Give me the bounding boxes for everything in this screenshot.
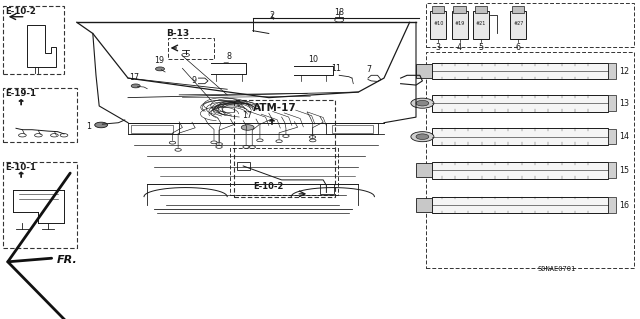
Polygon shape xyxy=(431,11,447,39)
Text: 4: 4 xyxy=(457,43,462,52)
Text: E-10-2: E-10-2 xyxy=(253,182,284,191)
Polygon shape xyxy=(513,5,525,12)
Circle shape xyxy=(249,146,255,149)
Circle shape xyxy=(241,125,254,130)
Circle shape xyxy=(257,139,263,142)
Polygon shape xyxy=(416,163,432,177)
Text: SDNAE0701: SDNAE0701 xyxy=(538,266,576,272)
Text: 5: 5 xyxy=(479,43,484,52)
Polygon shape xyxy=(432,63,608,79)
Circle shape xyxy=(175,148,181,151)
Circle shape xyxy=(156,67,164,71)
Circle shape xyxy=(216,145,222,148)
Text: 16: 16 xyxy=(620,201,630,210)
Polygon shape xyxy=(416,198,432,212)
Circle shape xyxy=(416,100,429,106)
Circle shape xyxy=(283,135,289,137)
Polygon shape xyxy=(608,95,616,111)
Text: 3: 3 xyxy=(436,43,441,52)
Polygon shape xyxy=(608,162,616,178)
Text: E-19-1: E-19-1 xyxy=(5,89,36,98)
Text: FR.: FR. xyxy=(56,255,77,265)
Polygon shape xyxy=(608,129,616,145)
Text: 17: 17 xyxy=(129,73,140,82)
Text: 18: 18 xyxy=(334,8,344,17)
Text: 11: 11 xyxy=(331,64,341,73)
Text: ATM-17: ATM-17 xyxy=(253,103,297,113)
Text: 8: 8 xyxy=(227,52,232,61)
Text: 12: 12 xyxy=(620,67,630,76)
Circle shape xyxy=(309,136,316,138)
Circle shape xyxy=(411,98,434,108)
Circle shape xyxy=(131,84,140,88)
Circle shape xyxy=(411,132,434,142)
Text: E-10-2: E-10-2 xyxy=(5,7,36,16)
Polygon shape xyxy=(432,162,608,179)
Polygon shape xyxy=(476,5,488,12)
Text: 7: 7 xyxy=(367,65,372,74)
Polygon shape xyxy=(608,197,616,213)
Circle shape xyxy=(276,140,282,143)
Circle shape xyxy=(216,143,223,145)
Polygon shape xyxy=(608,63,616,79)
Text: #10: #10 xyxy=(433,21,444,26)
Polygon shape xyxy=(452,11,468,39)
Polygon shape xyxy=(432,95,608,112)
Text: 13: 13 xyxy=(620,99,630,108)
Circle shape xyxy=(169,141,175,144)
Polygon shape xyxy=(432,197,608,213)
Polygon shape xyxy=(511,11,527,39)
Text: 2: 2 xyxy=(269,11,275,20)
Polygon shape xyxy=(474,11,490,39)
Polygon shape xyxy=(416,64,432,78)
Circle shape xyxy=(95,122,108,128)
Text: #27: #27 xyxy=(513,21,524,26)
Polygon shape xyxy=(453,5,466,12)
Text: #21: #21 xyxy=(476,21,486,26)
Circle shape xyxy=(416,134,429,139)
Polygon shape xyxy=(432,128,608,145)
Text: 15: 15 xyxy=(620,166,630,174)
Text: 10: 10 xyxy=(308,55,319,63)
Text: 19: 19 xyxy=(154,56,164,65)
Text: 17: 17 xyxy=(243,111,253,120)
Text: 9: 9 xyxy=(192,76,197,85)
Text: 1: 1 xyxy=(86,122,92,130)
Text: E-10-1: E-10-1 xyxy=(5,163,36,172)
Text: #19: #19 xyxy=(454,21,465,26)
Text: B-13: B-13 xyxy=(166,29,189,39)
Text: 14: 14 xyxy=(620,132,630,141)
Text: 6: 6 xyxy=(516,43,521,52)
Polygon shape xyxy=(433,5,445,12)
Circle shape xyxy=(310,139,316,142)
Circle shape xyxy=(211,141,217,144)
Circle shape xyxy=(243,145,250,148)
